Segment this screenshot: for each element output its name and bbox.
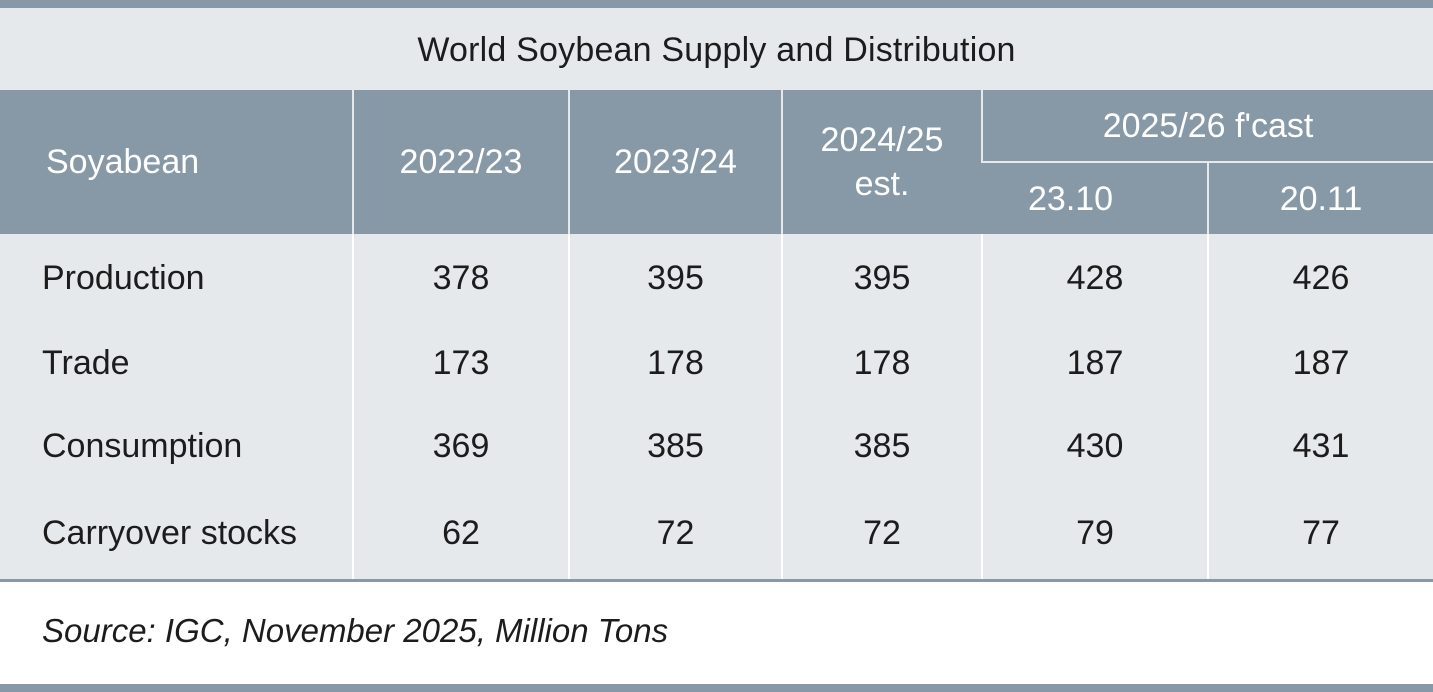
row-label: Consumption: [0, 405, 353, 488]
header-group-2025-26-forecast: 2025/26 f'cast: [980, 90, 1433, 162]
table-row-production: Production 378 395 395 428 426: [0, 234, 1433, 322]
table-row-trade: Trade 173 178 178 187 187: [0, 322, 1433, 405]
table-cell: 395: [568, 234, 782, 322]
table-cell: 173: [352, 322, 569, 405]
source-label: Source:: [42, 612, 156, 649]
header-row-label: Soyabean: [0, 90, 353, 234]
table-cell: 187: [981, 322, 1208, 405]
supply-distribution-table: Soyabean 2022/23 2023/24 2024/25 est. 20…: [0, 90, 1433, 579]
table-cell: 395: [781, 234, 982, 322]
table-title: World Soybean Supply and Distribution: [417, 30, 1016, 69]
table-cell: 385: [781, 405, 982, 488]
title-band: World Soybean Supply and Distribution: [0, 8, 1433, 90]
header-col-2024-25: 2024/25 est.: [781, 90, 982, 234]
table-cell: 426: [1206, 234, 1433, 322]
table-body: Production 378 395 395 428 426 Trade 173…: [0, 234, 1433, 579]
header-sub-20-11: 20.11: [1206, 161, 1433, 234]
row-label: Carryover stocks: [0, 488, 353, 579]
table-cell: 378: [352, 234, 569, 322]
header-col-2024-25-est: est.: [854, 165, 910, 203]
top-border-bar: [0, 0, 1433, 8]
table-cell: 178: [568, 322, 782, 405]
table-cell: 178: [781, 322, 982, 405]
table-cell: 431: [1206, 405, 1433, 488]
table-cell: 79: [981, 488, 1208, 579]
source-text: IGC, November 2025, Million Tons: [155, 612, 669, 649]
table-row-carryover-stocks: Carryover stocks 62 72 72 79 77: [0, 488, 1433, 579]
table-header: Soyabean 2022/23 2023/24 2024/25 est. 20…: [0, 90, 1433, 234]
table-cell: 385: [568, 405, 782, 488]
table-bottom-rule: [0, 579, 1433, 582]
header-sub-23-10: 23.10: [982, 161, 1208, 234]
table-cell: 430: [981, 405, 1208, 488]
table-cell: 62: [352, 488, 569, 579]
row-label: Production: [0, 234, 353, 322]
table-cell: 369: [352, 405, 569, 488]
header-col-2024-25-year: 2024/25: [820, 121, 944, 159]
row-label: Trade: [0, 322, 353, 405]
header-col-2022-23: 2022/23: [352, 90, 569, 234]
source-note: Source: IGC, November 2025, Million Tons: [42, 612, 668, 650]
bottom-border-bar: [0, 684, 1433, 692]
table-cell: 187: [1206, 322, 1433, 405]
table-cell: 428: [981, 234, 1208, 322]
table-cell: 72: [781, 488, 982, 579]
table-row-consumption: Consumption 369 385 385 430 431: [0, 405, 1433, 488]
header-col-2023-24: 2023/24: [568, 90, 782, 234]
table-cell: 77: [1206, 488, 1433, 579]
table-cell: 72: [568, 488, 782, 579]
